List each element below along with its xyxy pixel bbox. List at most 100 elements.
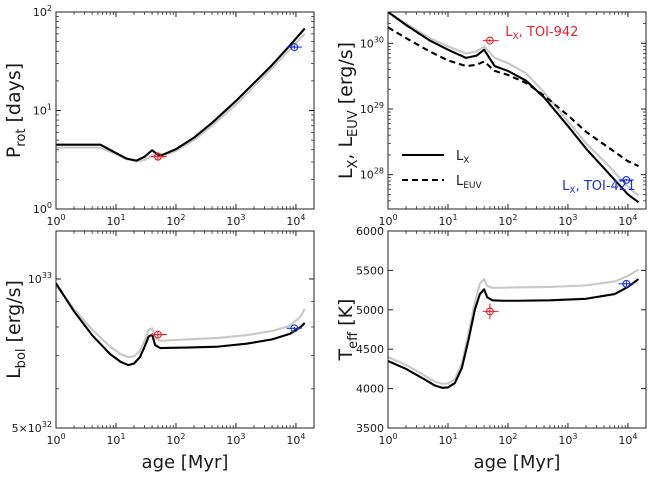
- x-tick-label: 103: [558, 213, 577, 228]
- legend-label: LX: [456, 149, 469, 166]
- tick-base: 10: [498, 215, 512, 228]
- tick-exponent: 29: [374, 101, 384, 110]
- axes-frame: [55, 230, 315, 429]
- ylabel-tail: [days]: [3, 63, 25, 129]
- tick-exponent: 2: [512, 432, 517, 441]
- x-axis-label: age [Myr]: [474, 452, 561, 473]
- tick-exponent: 1: [47, 103, 52, 112]
- y-tick-label: 6000: [356, 225, 384, 238]
- data-point-toi-421: [618, 279, 634, 288]
- data-point-toi-421: [618, 176, 634, 184]
- tick-base: 10: [286, 434, 300, 447]
- y-axis-label: Lbol [erg/s]: [3, 280, 29, 379]
- tick-exponent: 2: [180, 213, 185, 222]
- tick-base: 10: [378, 215, 392, 228]
- annotation-sub: X: [512, 32, 518, 42]
- y-tick-label: 1028: [360, 167, 384, 182]
- series-group: [56, 282, 306, 367]
- tick-exponent: 1: [452, 213, 457, 222]
- tick-exponent: 3: [572, 432, 577, 441]
- series-group: [56, 27, 306, 163]
- tick-base: 10: [166, 215, 180, 228]
- annotation-tail: , TOI-421: [576, 179, 636, 194]
- tick-exponent: 4: [632, 432, 637, 441]
- ylabel-tail: [erg/s]: [3, 280, 25, 348]
- tick-exponent: 3: [240, 432, 245, 441]
- tick-exponent: 4: [632, 213, 637, 222]
- tick-exponent: 0: [392, 432, 397, 441]
- annotation-sub: X: [569, 186, 575, 196]
- series-line-model-black: [56, 282, 306, 367]
- legend-label: LEUV: [456, 174, 483, 191]
- y-tick-label: 5×1032: [12, 420, 52, 435]
- x-tick-label: 103: [558, 432, 577, 447]
- x-axis-label: age [Myr]: [142, 452, 229, 473]
- tick-base: 10: [286, 215, 300, 228]
- tick-base: 10: [166, 434, 180, 447]
- annotation-main: L: [562, 179, 570, 194]
- series-line-LX-black: [388, 12, 640, 204]
- annotation-toi-942: LX, TOI-942: [505, 25, 578, 42]
- ylabel-tail: [K]: [335, 299, 357, 332]
- ylabel-sub: eff: [346, 331, 361, 349]
- y-tick-label: 100: [33, 201, 52, 216]
- data-point-toi-942: [482, 36, 499, 45]
- ylabel-main: T: [335, 348, 357, 361]
- x-tick-label: 101: [438, 432, 457, 447]
- point-marker: [622, 279, 631, 288]
- ylabel-sub: bol: [14, 348, 29, 368]
- series-line-LEUV-dashed: [388, 26, 639, 168]
- tick-exponent: 3: [240, 213, 245, 222]
- y-tick-label: 4000: [356, 383, 384, 396]
- series-line-model-grey: [388, 268, 640, 385]
- y-axis-label: LX, LEUV [erg/s]: [335, 42, 361, 179]
- x-tick-label: 102: [498, 213, 517, 228]
- x-tick-label: 100: [46, 213, 65, 228]
- tick-exponent: 4: [300, 432, 305, 441]
- tick-exponent: 1: [120, 432, 125, 441]
- point-marker: [622, 176, 631, 184]
- axes-frame: [55, 11, 315, 210]
- y-axis-label: Prot [days]: [3, 63, 29, 158]
- series-group: [388, 268, 640, 389]
- annotation-toi-421: LX, TOI-421: [562, 179, 635, 196]
- x-tick-label: 101: [106, 213, 125, 228]
- tick-base: 5×10: [12, 422, 42, 435]
- tick-exponent: 33: [42, 271, 52, 280]
- tick-base: 10: [28, 273, 42, 286]
- tick-base: 10: [46, 434, 60, 447]
- legend-main: L: [456, 174, 464, 189]
- tick-base: 10: [46, 215, 60, 228]
- tick-base: 10: [360, 37, 374, 50]
- tick-exponent: 2: [180, 432, 185, 441]
- tick-exponent: 4: [300, 213, 305, 222]
- y-tick-label: 1030: [360, 35, 384, 50]
- x-tick-label: 100: [46, 432, 65, 447]
- tick-base: 10: [106, 434, 120, 447]
- series-line-model-grey: [56, 33, 306, 163]
- tick-base: 10: [33, 6, 47, 19]
- x-tick-label: 101: [106, 432, 125, 447]
- tick-exponent: 1: [452, 432, 457, 441]
- axes-frame: [387, 11, 647, 210]
- data-point-toi-942: [150, 330, 167, 339]
- x-tick-label: 101: [438, 213, 457, 228]
- ylabel-sub: X: [346, 160, 361, 169]
- x-tick-label: 102: [166, 432, 185, 447]
- legend-sub: EUV: [463, 181, 482, 191]
- tick-base: 10: [360, 169, 374, 182]
- ylabel-tail2: [erg/s]: [335, 42, 357, 110]
- ylabel-main: L: [335, 168, 357, 179]
- minor-ticks: [405, 231, 626, 428]
- y-tick-label: 5500: [356, 264, 384, 277]
- x-tick-label: 104: [286, 213, 305, 228]
- tick-exponent: 2: [47, 4, 52, 13]
- tick-base: 10: [33, 203, 47, 216]
- point-marker: [153, 152, 162, 161]
- tick-base: 10: [378, 434, 392, 447]
- tick-exponent: 0: [60, 213, 65, 222]
